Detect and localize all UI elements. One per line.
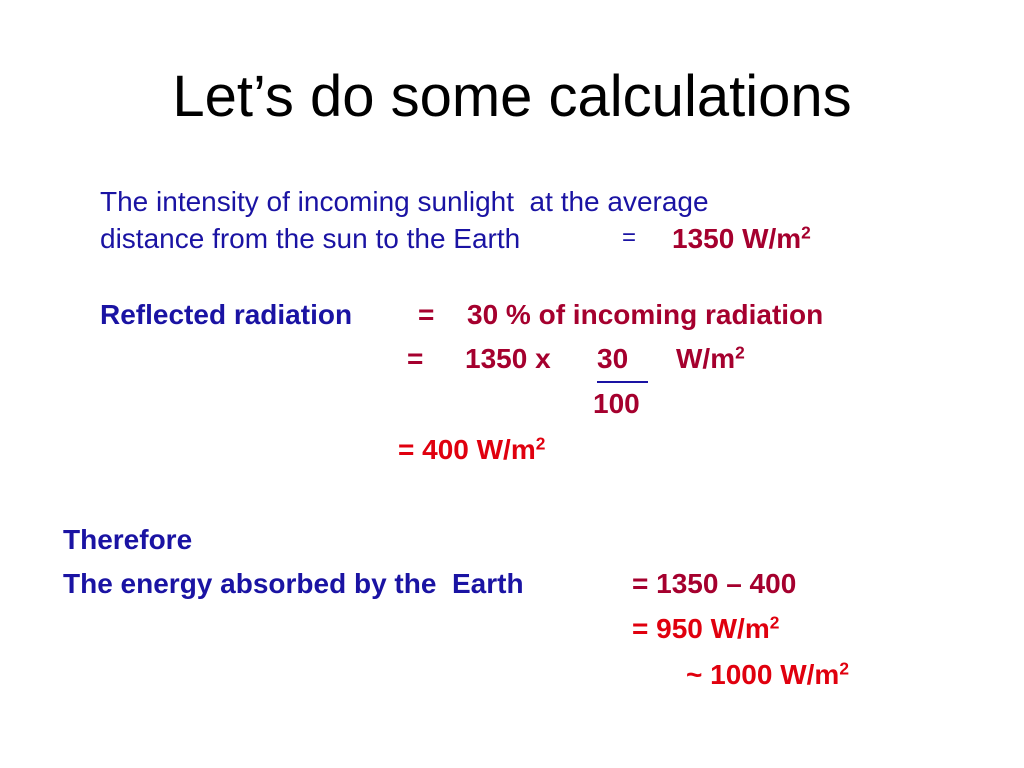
reflected-label: Reflected radiation (100, 299, 353, 330)
equals: = (622, 224, 637, 251)
absorbed-expression: = 1350 – 400 (632, 568, 797, 599)
exponent: 2 (801, 222, 811, 243)
absorbed-approx: ~ 1000 W/m2 (686, 658, 849, 690)
fraction-line (597, 381, 648, 383)
therefore: Therefore (63, 524, 193, 555)
unit: W/m2 (676, 342, 745, 374)
exponent: 2 (535, 433, 546, 454)
equals: = (407, 343, 424, 374)
absorbed-result: = 950 W/m2 (632, 612, 780, 644)
absorbed-label: The energy absorbed by the Earth (63, 568, 524, 599)
equals: = (418, 299, 435, 330)
exponent: 2 (735, 342, 745, 363)
intro-line: The intensity of incoming sunlight at th… (100, 186, 709, 217)
denominator: 100 (593, 388, 640, 419)
slide-title: Let’s do some calculations (172, 64, 852, 129)
intensity-value: 1350 W/m2 (672, 222, 811, 254)
unit-text: W/m (676, 343, 736, 374)
exponent: 2 (769, 612, 780, 633)
value: 1350 W/m (672, 223, 802, 254)
intro-line: distance from the sun to the Earth (100, 223, 521, 254)
result-text: = 950 W/m (632, 613, 770, 644)
exponent: 2 (839, 658, 849, 679)
reflected-text: 30 % of incoming radiation (467, 299, 824, 330)
factor: 1350 x (465, 343, 551, 374)
reflected-result: = 400 W/m2 (398, 433, 546, 465)
approx-text: ~ 1000 W/m (686, 659, 840, 690)
numerator: 30 (597, 343, 629, 374)
result-text: = 400 W/m (398, 434, 536, 465)
